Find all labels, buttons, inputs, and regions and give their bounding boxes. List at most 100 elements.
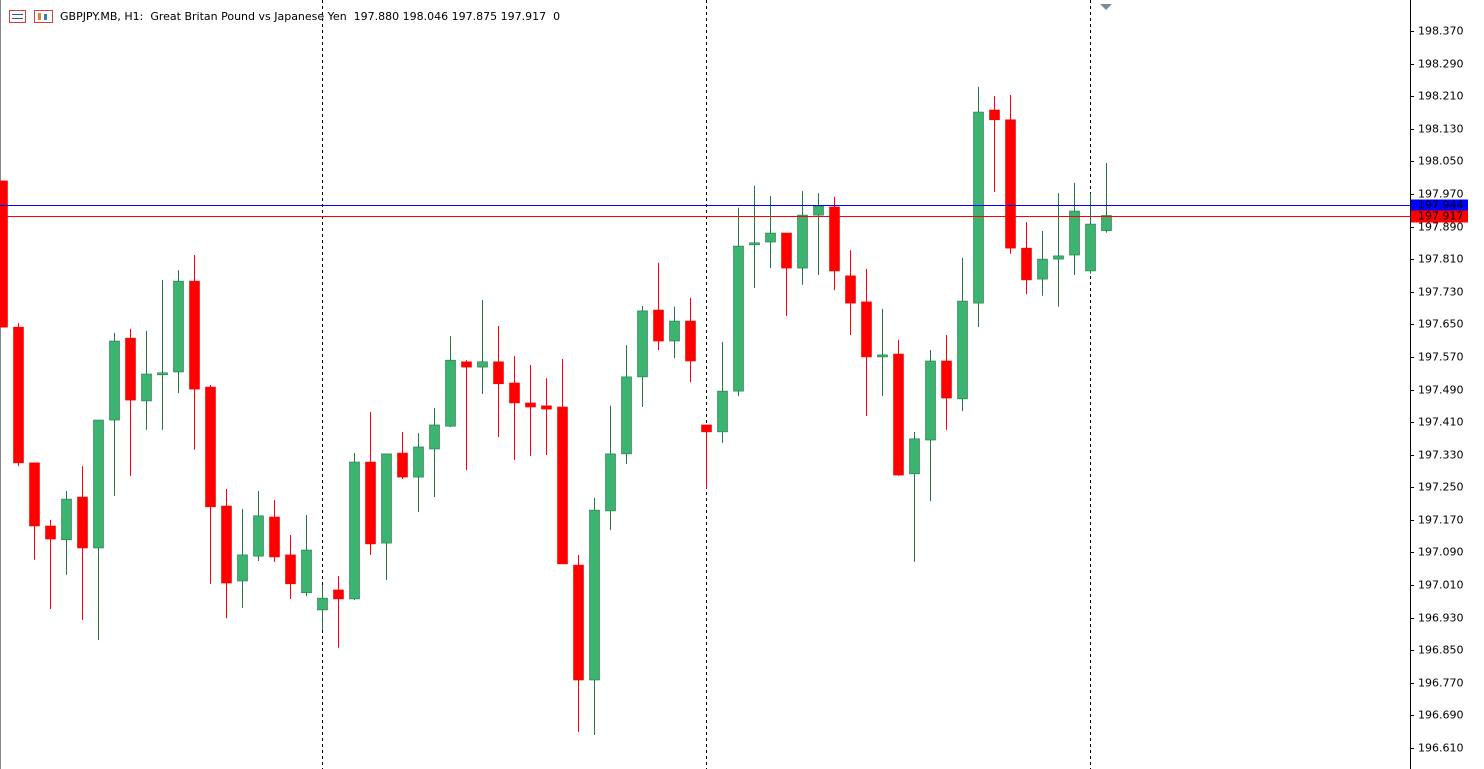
- y-tick-label: 196.610: [1418, 742, 1464, 755]
- y-tick-label: 198.370: [1418, 25, 1464, 38]
- candle-body: [509, 382, 520, 404]
- icon: [9, 10, 26, 23]
- y-tick-label: 197.730: [1418, 286, 1464, 299]
- candle-body: [125, 337, 136, 401]
- candle-body: [477, 361, 488, 368]
- candle-body: [1053, 255, 1064, 260]
- y-tick-label: 198.290: [1418, 58, 1464, 71]
- y-tick-label: 196.850: [1418, 644, 1464, 657]
- candle-body: [877, 354, 888, 358]
- icon-part: [44, 14, 47, 20]
- candle-body: [301, 549, 312, 594]
- y-tick-label: 197.010: [1418, 579, 1464, 592]
- candle-body: [781, 232, 792, 269]
- y-tick-label: 197.250: [1418, 481, 1464, 494]
- candle-body: [845, 275, 856, 304]
- candle-body: [253, 515, 264, 557]
- candle-body: [237, 554, 248, 582]
- candle-body: [605, 453, 616, 512]
- y-tick-label: 196.770: [1418, 677, 1464, 690]
- price-label: 197.944: [1418, 199, 1464, 212]
- y-tick-label: 197.490: [1418, 384, 1464, 397]
- candle-body: [621, 376, 632, 455]
- candle-body: [221, 505, 232, 584]
- candle-body: [0, 180, 8, 328]
- chart-shift-marker: [1100, 4, 1112, 10]
- candle-body: [109, 340, 120, 421]
- price-label-bg: [1411, 210, 1468, 223]
- candle-body: [589, 509, 600, 681]
- candle-body: [541, 405, 552, 410]
- header-icons: [9, 10, 53, 23]
- candle-body: [1069, 210, 1080, 256]
- y-tick-label: 197.890: [1418, 221, 1464, 234]
- candle-body: [205, 386, 216, 508]
- candle-body: [1101, 215, 1112, 231]
- chart-title: GBPJPY.MB, H1: Great Britan Pound vs Jap…: [60, 10, 560, 23]
- candle-body: [717, 390, 728, 433]
- candle-body: [493, 361, 504, 385]
- y-tick-label: 198.050: [1418, 155, 1464, 168]
- candle-body: [1037, 258, 1048, 280]
- y-tick-label: 197.650: [1418, 318, 1464, 331]
- candle-body: [365, 461, 376, 545]
- candle-body: [941, 360, 952, 399]
- y-tick-label: 196.930: [1418, 612, 1464, 625]
- candle-body: [1021, 247, 1032, 281]
- candle-body: [93, 419, 104, 549]
- price-label: 197.917: [1418, 210, 1464, 223]
- candle-body: [797, 214, 808, 269]
- candle-body: [893, 353, 904, 476]
- candle-body: [653, 309, 664, 342]
- candle-body: [29, 462, 40, 527]
- icon: [34, 10, 53, 23]
- candles: [0, 86, 1112, 735]
- candle-body: [701, 424, 712, 433]
- candle-body: [173, 280, 184, 373]
- candle-body: [813, 205, 824, 216]
- y-tick-label: 197.570: [1418, 351, 1464, 364]
- candle-body: [189, 280, 200, 390]
- candle-body: [77, 496, 88, 549]
- candle-body: [445, 359, 456, 427]
- icon-part: [38, 13, 41, 20]
- candle-body: [829, 206, 840, 272]
- y-tick-label: 197.970: [1418, 188, 1464, 201]
- candle-body: [989, 109, 1000, 121]
- candle-body: [413, 446, 424, 478]
- price-label-bg: [1411, 199, 1468, 212]
- y-tick-label: 198.130: [1418, 123, 1464, 136]
- y-tick-label: 197.090: [1418, 546, 1464, 559]
- candle-body: [669, 320, 680, 342]
- candle-body: [685, 320, 696, 362]
- candle-body: [141, 373, 152, 402]
- candle-body: [429, 424, 440, 450]
- candle-body: [749, 242, 760, 246]
- candle-body: [461, 361, 472, 368]
- y-tick-label: 197.170: [1418, 514, 1464, 527]
- candle-body: [733, 245, 744, 392]
- candle-body: [765, 232, 776, 243]
- candle-body: [397, 452, 408, 478]
- candle-body: [925, 360, 936, 441]
- candle-body: [157, 372, 168, 376]
- candle-body: [1005, 119, 1016, 249]
- candle-body: [333, 589, 344, 600]
- candle-body: [269, 516, 280, 558]
- candle-body: [957, 300, 968, 400]
- candle-body: [317, 597, 328, 611]
- candle-body: [637, 310, 648, 378]
- y-tick-label: 197.810: [1418, 253, 1464, 266]
- y-tick-label: 197.330: [1418, 449, 1464, 462]
- candle-body: [525, 402, 536, 408]
- candle-body: [861, 301, 872, 358]
- candle-body: [973, 111, 984, 304]
- candle-body: [349, 461, 360, 600]
- candle-body: [909, 438, 920, 475]
- candle-body: [381, 453, 392, 544]
- candle-body: [285, 554, 296, 585]
- y-tick-label: 196.690: [1418, 709, 1464, 722]
- period-separators: [322, 0, 1091, 769]
- y-tick-label: 197.410: [1418, 416, 1464, 429]
